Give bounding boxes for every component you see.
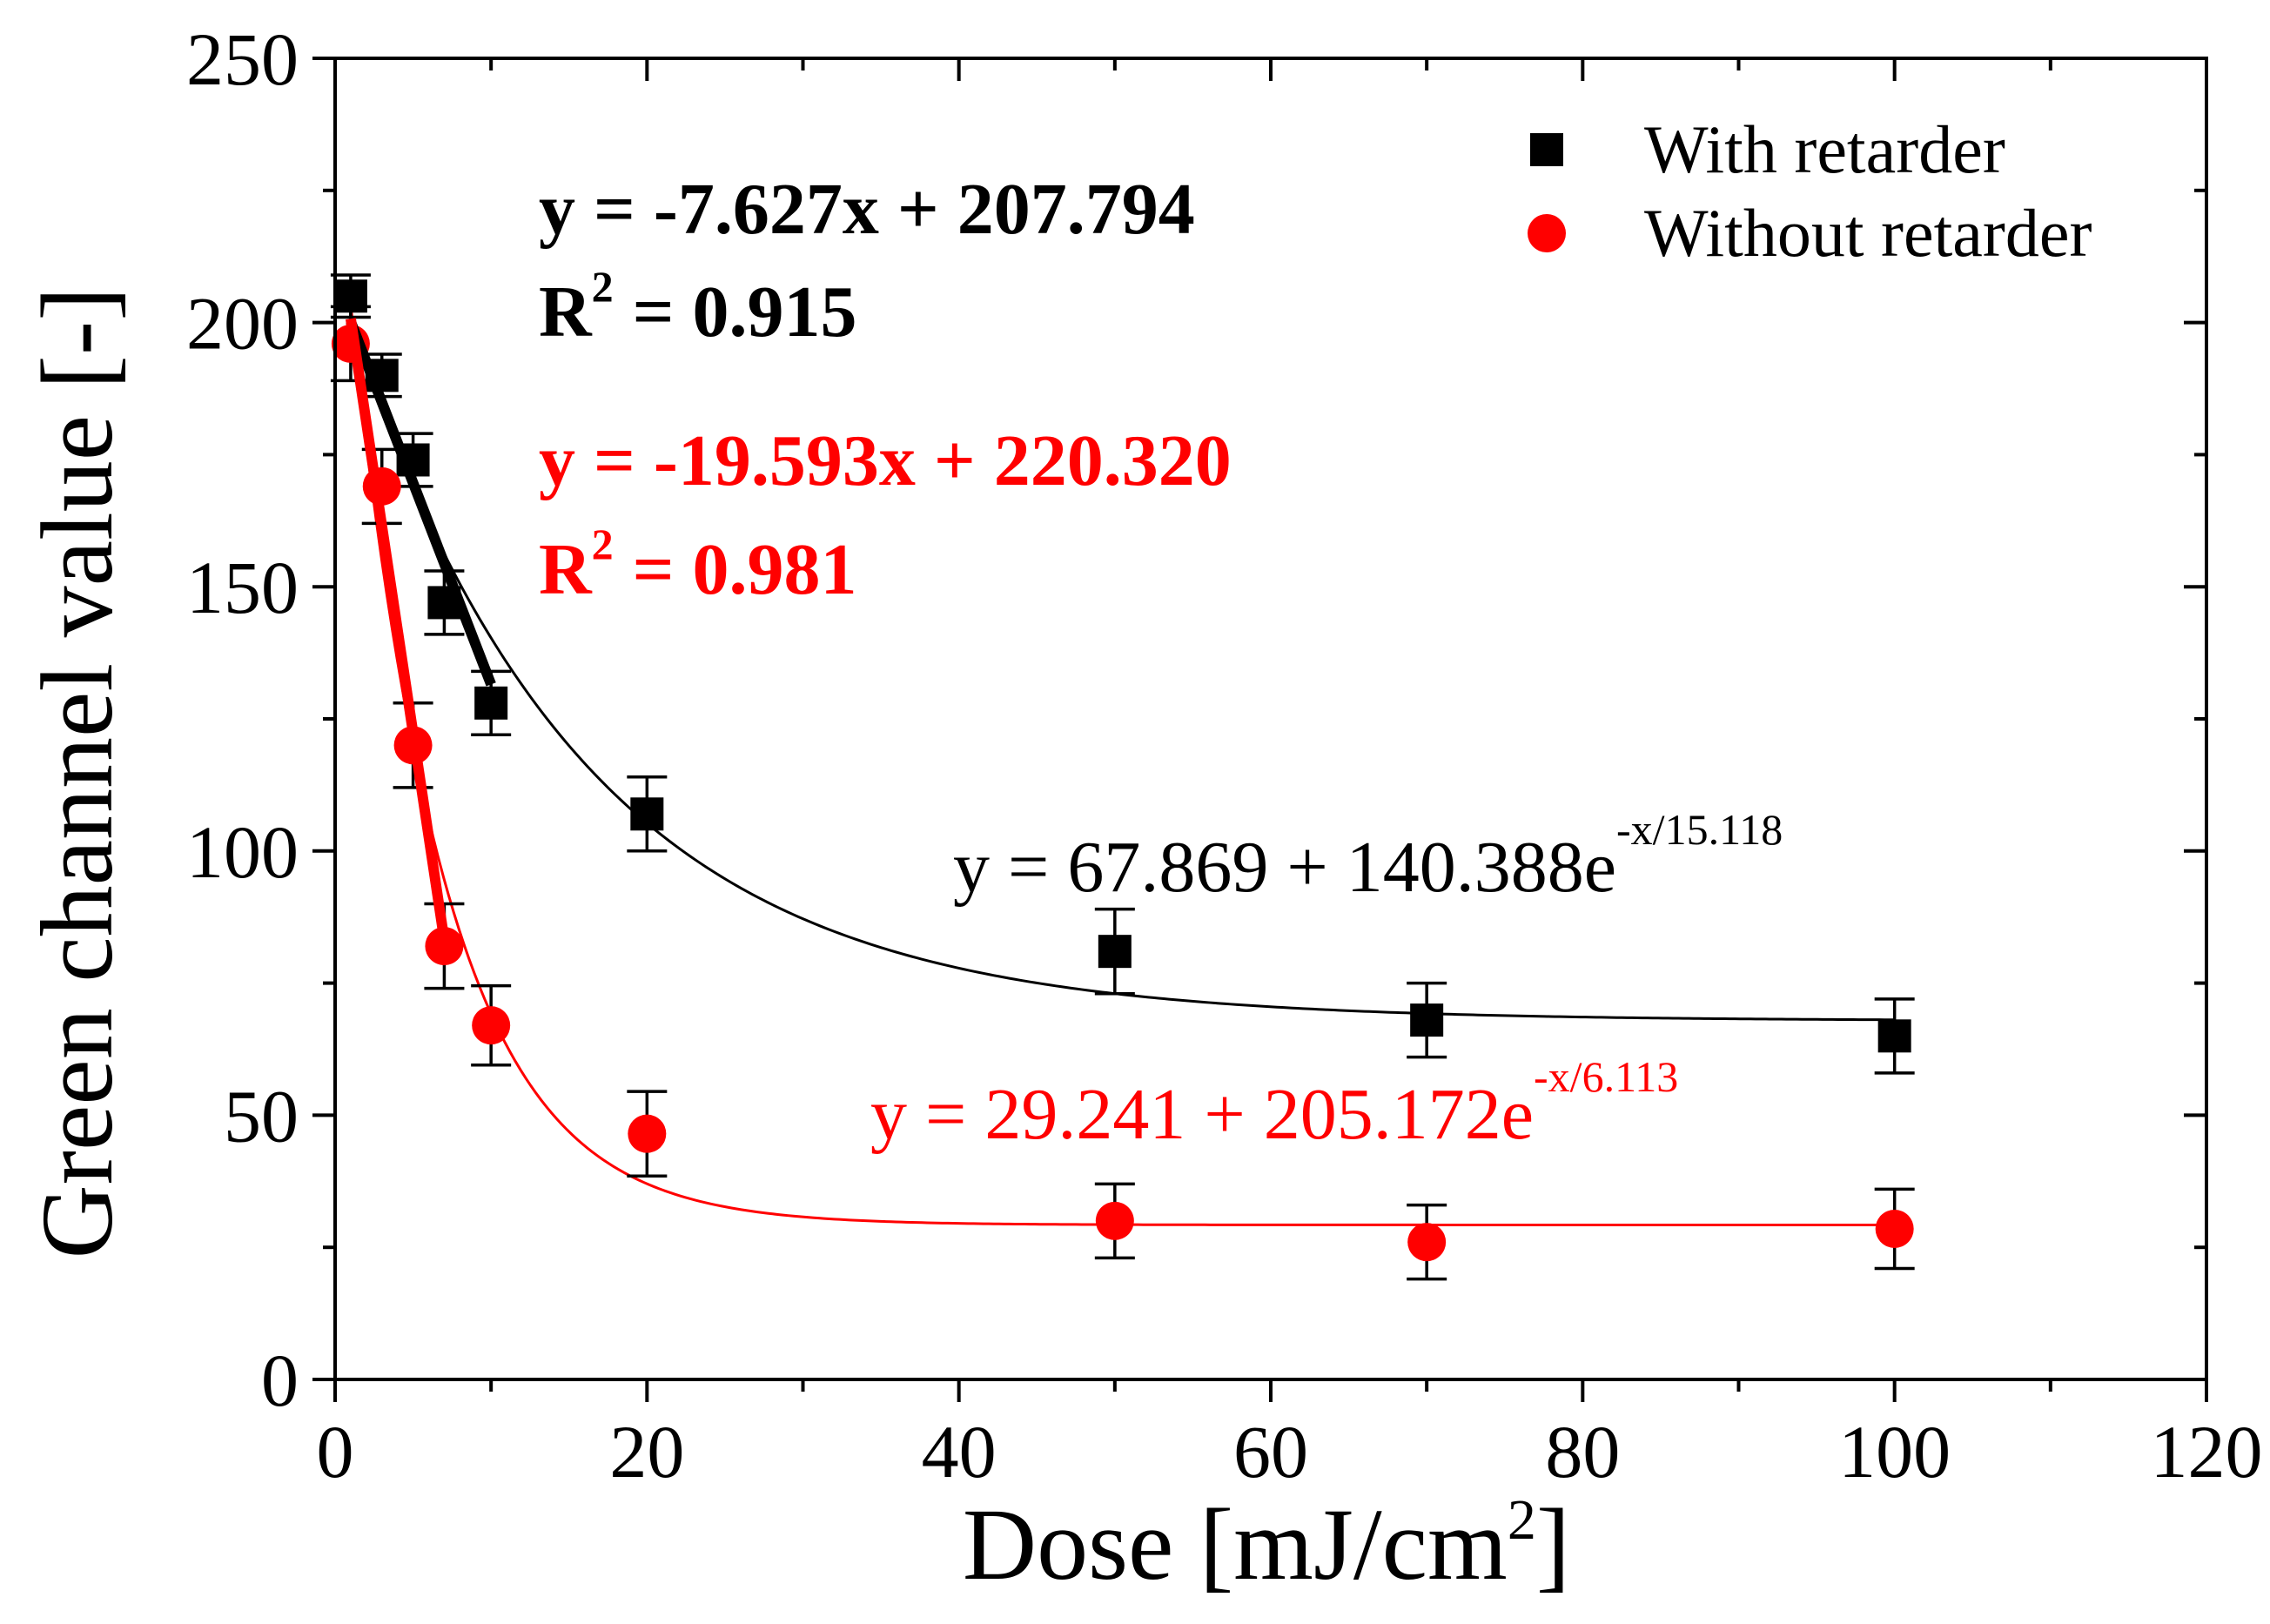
data-point-with-retarder [1410,1003,1444,1037]
r2-symbol: R [539,529,593,610]
legend: With retarder Without retarder [1528,111,2092,271]
data-point-with-retarder [333,279,367,313]
x-tick-label: 80 [1545,1410,1620,1493]
data-point-without-retarder [472,1006,511,1045]
r2-value: = 0.981 [633,529,857,610]
y-tick-label: 50 [224,1074,299,1158]
linear-fit-equation-without-retarder: y = -19.593x + 220.320 [539,420,1232,501]
x-axis-title-superscript: 2 [1508,1488,1536,1552]
linear-fit-line-with-retarder [346,319,496,687]
axis-ticks [312,57,2208,1402]
y-tick-label: 100 [186,810,299,894]
legend-item-without-retarder: Without retarder [1528,195,2092,271]
data-point-without-retarder [1095,1201,1134,1240]
exponential-fit-equation-without-retarder: y = 29.241 + 205.172e-x/6.113 [870,1052,1678,1155]
data-point-with-retarder [1098,935,1132,969]
data-point-without-retarder [425,927,464,966]
x-tick-label: 100 [1838,1410,1951,1493]
data-point-without-retarder [1407,1223,1447,1262]
linear-fit-line-without-retarder [345,318,450,941]
equation-base: y = 67.869 + 140.388e [953,827,1616,908]
equation-base: y = 29.241 + 205.172e [870,1074,1534,1155]
legend-label-without-retarder: Without retarder [1644,195,2092,271]
legend-label-with-retarder: With retarder [1644,111,2005,187]
equation-exponent: -x/6.113 [1534,1052,1678,1101]
x-tick-label: 40 [922,1410,997,1493]
r2-superscript: 2 [592,262,614,311]
x-tick-label: 20 [609,1410,684,1493]
equation-exponent: -x/15.118 [1616,805,1783,854]
y-tick-label: 150 [186,546,299,629]
x-axis-title: Dose [mJ/cm2] [963,1487,1570,1601]
legend-square-marker [1530,133,1563,166]
linear-fit-lines [345,318,496,941]
y-tick-label: 0 [261,1339,299,1422]
x-tick-label: 120 [2151,1410,2263,1493]
x-axis-title-text: Dose [mJ/cm [963,1487,1508,1601]
x-tick-label: 60 [1233,1410,1308,1493]
data-point-without-retarder [1875,1209,1914,1248]
linear-fit-r2-without-retarder: R2 = 0.981 [539,520,857,610]
x-axis-title-tail: ] [1536,1487,1570,1601]
exponential-fit-equation-with-retarder: y = 67.869 + 140.388e-x/15.118 [953,805,1783,908]
data-point-with-retarder [474,686,508,720]
linear-fit-equation-with-retarder: y = -7.627x + 207.794 [539,169,1195,250]
x-tick-label: 0 [317,1410,354,1493]
data-point-with-retarder [630,797,664,831]
legend-item-with-retarder: With retarder [1530,111,2005,187]
legend-circle-marker [1528,214,1566,252]
r2-superscript: 2 [592,520,614,568]
data-point-with-retarder [1877,1019,1911,1053]
r2-value: = 0.915 [633,272,857,352]
axis-tick-labels: 0 20 40 60 80 100 120 0 50 100 150 200 250 [186,17,2263,1493]
linear-fit-r2-with-retarder: R2 = 0.915 [539,262,857,352]
r2-symbol: R [539,272,593,352]
y-tick-label: 250 [186,17,299,101]
data-point-without-retarder [628,1114,667,1153]
y-tick-label: 200 [186,282,299,366]
y-axis-title: Green channel value [-] [20,286,134,1258]
